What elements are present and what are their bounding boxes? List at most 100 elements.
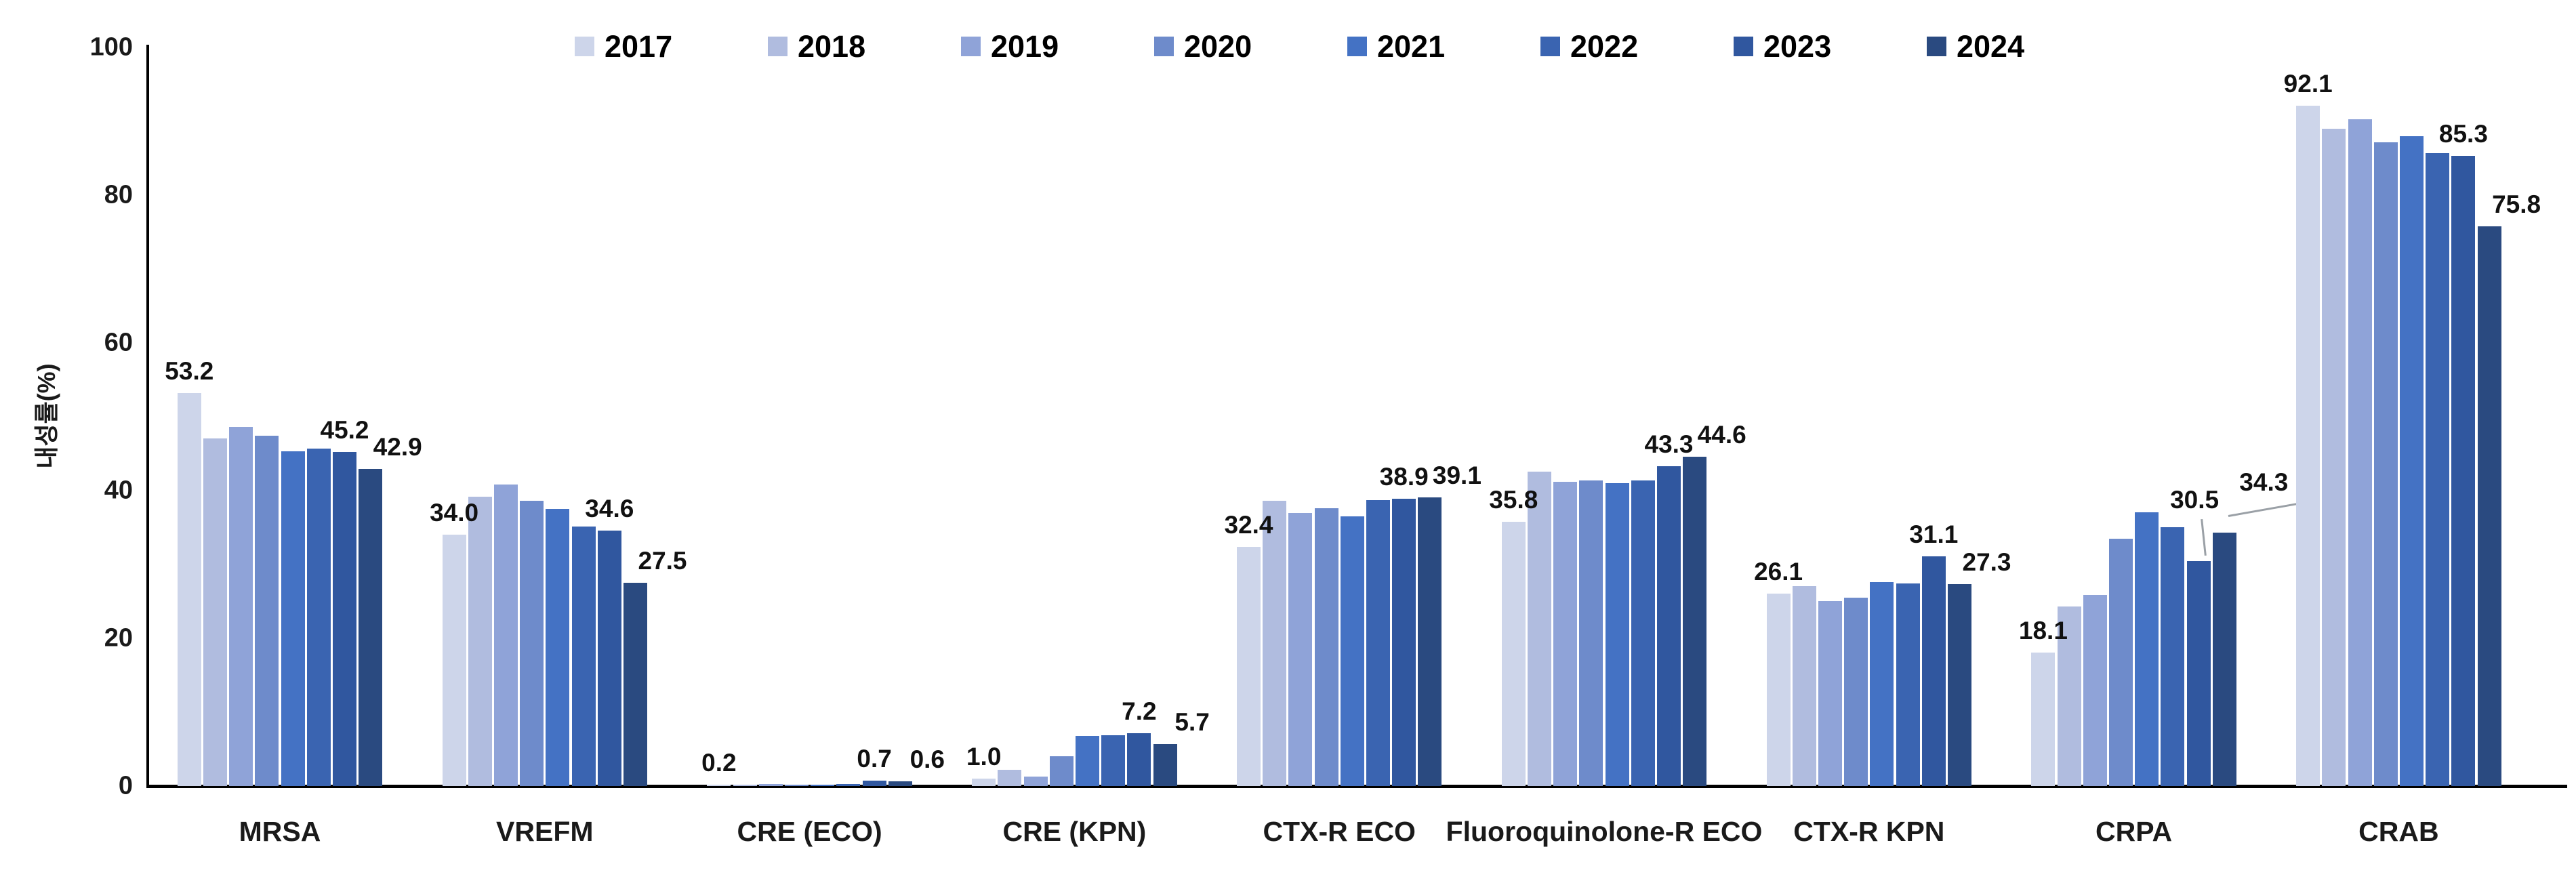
- legend-year-label: 2023: [1763, 29, 1832, 64]
- bar-2022-Fluoroquinolone-R ECO: [1631, 480, 1655, 786]
- data-label-2017-CTX-R KPN: 26.1: [1754, 558, 1803, 585]
- bar-2022-CRPA: [2161, 527, 2185, 786]
- data-label-2024-CTX-R ECO: 39.1: [1432, 461, 1481, 489]
- leader-line-2023-crpa: [2201, 518, 2207, 556]
- bar-2022-CRAB: [2426, 153, 2450, 786]
- bar-2022-CRE (KPN): [1101, 735, 1126, 786]
- data-label-2023-Fluoroquinolone-R ECO: 43.3: [1644, 430, 1694, 458]
- bar-2021-CRPA: [2135, 512, 2159, 786]
- bar-2017-Fluoroquinolone-R ECO: [1501, 522, 1526, 786]
- bar-2019-CRE (ECO): [758, 784, 783, 786]
- x-axis-line: [146, 785, 2567, 788]
- x-category-label: MRSA: [239, 816, 321, 847]
- y-tick-label: 80: [104, 180, 133, 209]
- legend-year-label: 2017: [605, 29, 673, 64]
- x-category-label: Fluoroquinolone-R ECO: [1446, 816, 1763, 847]
- y-axis-title: 내성률(%): [33, 363, 60, 469]
- data-label-2024-MRSA: 42.9: [373, 433, 422, 461]
- bar-2018-CRE (KPN): [998, 770, 1022, 786]
- legend-item-2021: 2021: [1347, 31, 1445, 62]
- data-label-2017-MRSA: 53.2: [165, 357, 214, 385]
- legend-swatch-2022: [1540, 37, 1560, 56]
- data-label-2024-VREFM: 27.5: [638, 547, 687, 575]
- data-label-2023-CRE (ECO): 0.7: [857, 745, 892, 773]
- legend-year-label: 2022: [1570, 29, 1639, 64]
- data-label-2023-CRAB: 85.3: [2438, 120, 2488, 148]
- bar-2023-Fluoroquinolone-R ECO: [1657, 466, 1681, 786]
- legend-swatch-2017: [575, 37, 594, 56]
- data-label-2023-MRSA: 45.2: [320, 416, 369, 444]
- bar-2021-CRE (ECO): [811, 785, 835, 786]
- bar-2017-CTX-R ECO: [1237, 547, 1261, 786]
- y-tick-label: 60: [104, 328, 133, 357]
- legend-year-label: 2018: [798, 29, 866, 64]
- bar-2021-CRE (KPN): [1076, 736, 1099, 786]
- bar-2017-MRSA: [177, 393, 201, 786]
- bar-2024-Fluoroquinolone-R ECO: [1683, 457, 1707, 786]
- data-label-2024-Fluoroquinolone-R ECO: 44.6: [1697, 421, 1746, 449]
- bar-2024-CRAB: [2477, 226, 2501, 786]
- x-category-label: CRAB: [2358, 816, 2439, 847]
- bar-2019-MRSA: [229, 427, 253, 786]
- bar-2023-CRAB: [2451, 156, 2476, 786]
- bar-2020-CRE (ECO): [785, 785, 809, 786]
- bar-2018-CTX-R KPN: [1792, 586, 1816, 786]
- x-category-label: VREFM: [496, 816, 594, 847]
- bar-2024-CTX-R KPN: [1948, 584, 1971, 786]
- legend-item-2022: 2022: [1540, 31, 1638, 62]
- legend-item-2023: 2023: [1734, 31, 1831, 62]
- bar-2023-CRE (KPN): [1127, 733, 1151, 786]
- bar-2019-CRAB: [2348, 119, 2372, 786]
- bar-2022-CTX-R KPN: [1896, 583, 1920, 786]
- bar-2021-Fluoroquinolone-R ECO: [1605, 483, 1629, 786]
- legend-swatch-2018: [768, 37, 788, 56]
- legend-year-label: 2020: [1184, 29, 1252, 64]
- legend-item-2020: 2020: [1154, 31, 1252, 62]
- bar-2024-CRE (KPN): [1153, 744, 1177, 786]
- bar-2020-Fluoroquinolone-R ECO: [1579, 480, 1603, 786]
- legend-swatch-2021: [1347, 37, 1367, 56]
- bar-2018-CTX-R ECO: [1263, 501, 1287, 786]
- data-label-2017-Fluoroquinolone-R ECO: 35.8: [1489, 486, 1538, 514]
- legend-item-2017: 2017: [575, 31, 672, 62]
- bar-2017-CRE (ECO): [707, 785, 731, 786]
- bar-2019-CTX-R ECO: [1288, 513, 1313, 786]
- y-tick-label: 20: [104, 623, 133, 653]
- bar-2022-MRSA: [306, 449, 331, 786]
- bar-2018-MRSA: [203, 438, 227, 786]
- bar-2019-CTX-R KPN: [1818, 601, 1842, 786]
- data-label-2017-CRPA: 18.1: [2018, 617, 2068, 644]
- bar-2021-MRSA: [281, 451, 305, 786]
- legend-swatch-2019: [961, 37, 981, 56]
- x-category-label: CRE (ECO): [737, 816, 882, 847]
- bar-2019-VREFM: [494, 485, 518, 786]
- data-label-2023-VREFM: 34.6: [585, 495, 634, 522]
- bar-2018-CRPA: [2057, 606, 2081, 786]
- bar-2024-CRPA: [2212, 533, 2236, 786]
- bar-2019-CRE (KPN): [1023, 777, 1048, 786]
- bar-2020-CTX-R ECO: [1314, 508, 1338, 786]
- bar-2021-CTX-R ECO: [1340, 516, 1364, 786]
- bar-2020-CRPA: [2109, 539, 2133, 786]
- data-label-2024-CRE (ECO): 0.6: [909, 745, 945, 773]
- bar-2017-CTX-R KPN: [1766, 594, 1791, 786]
- bar-2021-CTX-R KPN: [1870, 582, 1894, 786]
- data-label-2017-CRE (ECO): 0.2: [701, 749, 737, 777]
- x-category-label: CTX-R ECO: [1263, 816, 1416, 847]
- data-label-2023-CRPA: 30.5: [2170, 486, 2220, 514]
- bar-2020-CRE (KPN): [1049, 756, 1074, 786]
- bar-2018-Fluoroquinolone-R ECO: [1528, 472, 1551, 786]
- bar-2017-CRAB: [2296, 106, 2321, 786]
- data-label-2023-CTX-R KPN: 31.1: [1909, 520, 1959, 548]
- data-label-2024-CRAB: 75.8: [2492, 190, 2541, 218]
- data-label-2017-CTX-R ECO: 32.4: [1224, 511, 1273, 539]
- bar-2019-Fluoroquinolone-R ECO: [1553, 482, 1578, 786]
- x-category-label: CTX-R KPN: [1793, 816, 1945, 847]
- data-label-2017-CRE (KPN): 1.0: [966, 743, 1002, 770]
- legend-item-2019: 2019: [961, 31, 1059, 62]
- data-label-2024-CRPA: 34.3: [2239, 468, 2289, 496]
- data-label-2023-CTX-R ECO: 38.9: [1379, 463, 1429, 491]
- bar-2020-CRAB: [2373, 142, 2398, 786]
- bar-2022-VREFM: [571, 527, 596, 786]
